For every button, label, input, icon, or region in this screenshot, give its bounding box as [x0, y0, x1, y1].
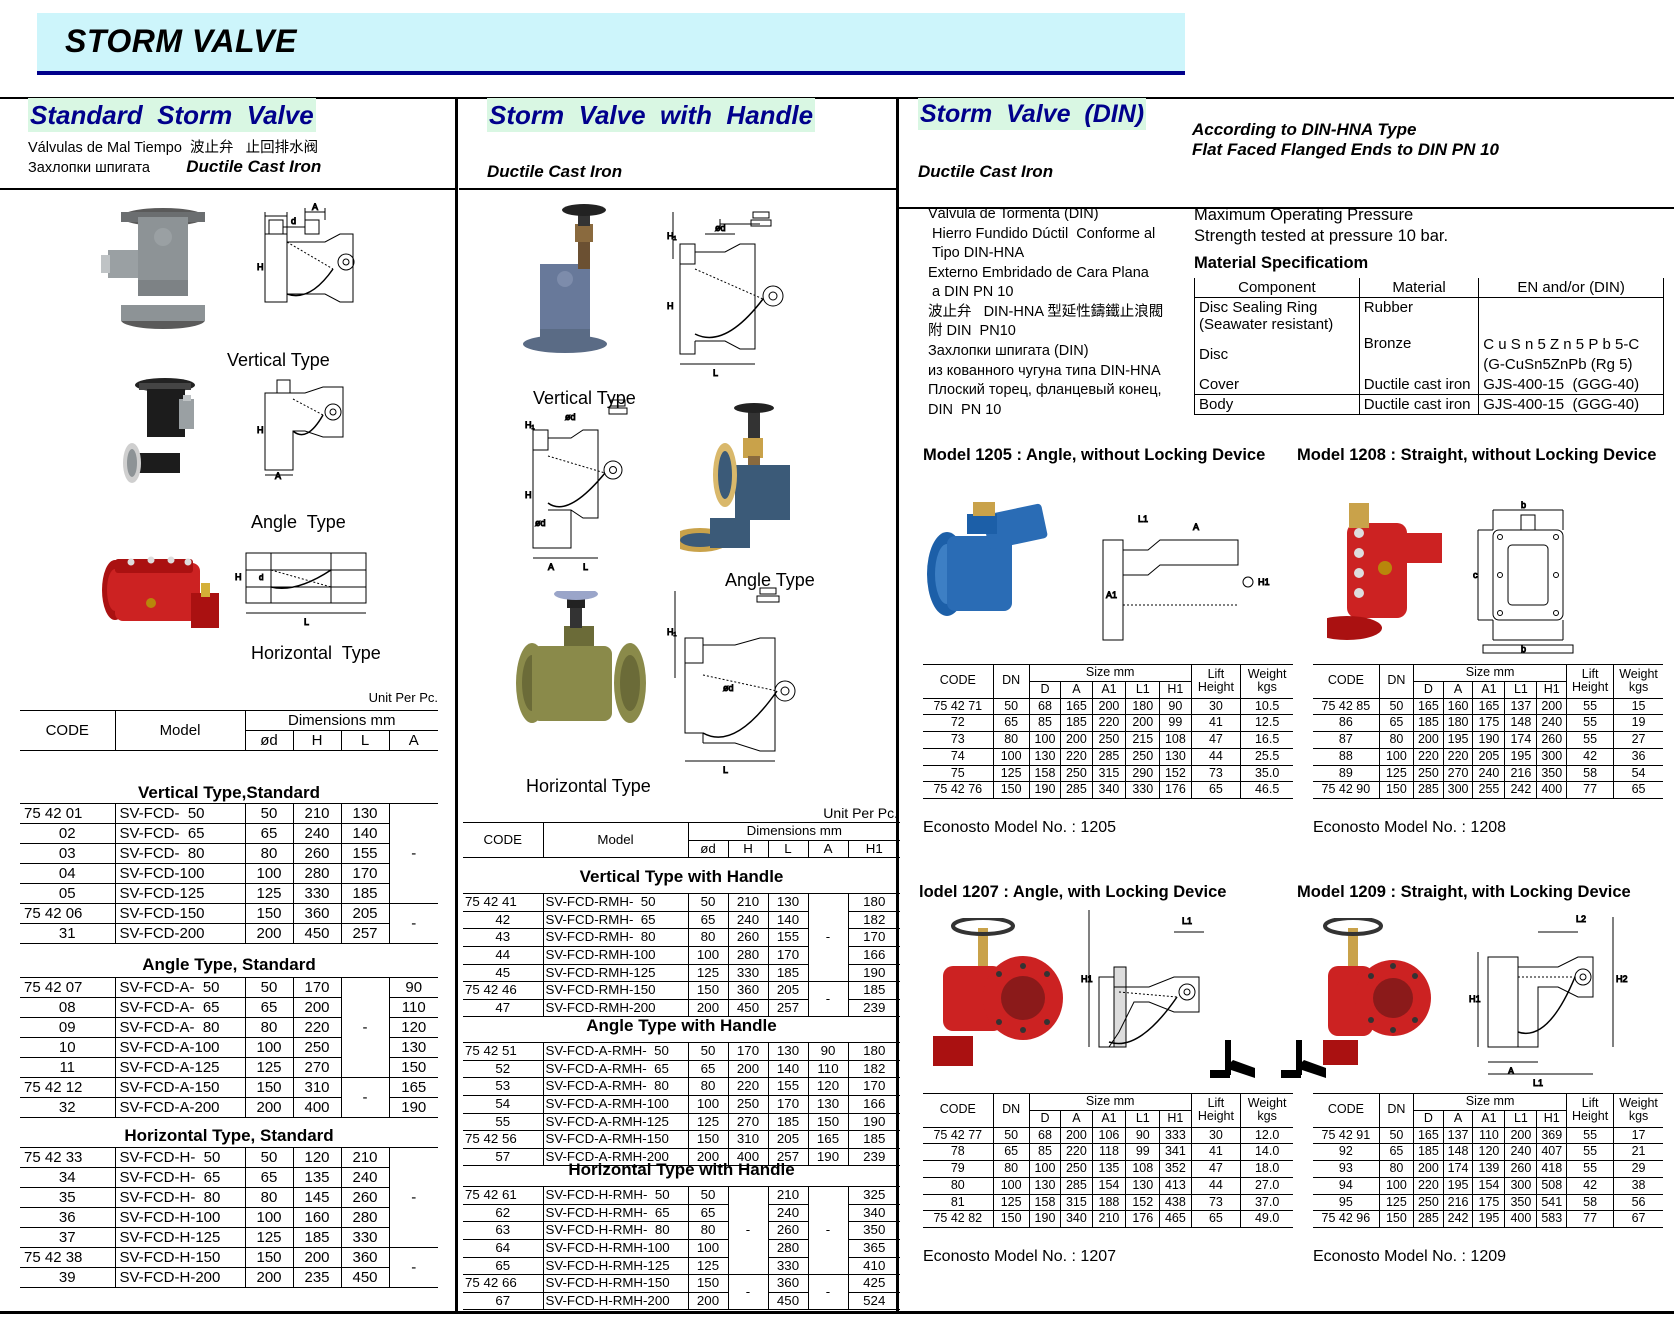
svg-text:d: d: [259, 573, 263, 582]
svg-text:H₁: H₁: [525, 420, 535, 430]
svg-text:b: b: [1521, 500, 1526, 510]
svg-text:L2: L2: [1576, 914, 1586, 924]
svg-text:H: H: [667, 301, 674, 311]
svg-text:H: H: [525, 490, 532, 500]
svg-text:H: H: [235, 572, 242, 582]
svg-text:H2: H2: [1616, 974, 1628, 984]
svg-text:A: A: [1193, 522, 1199, 532]
svg-text:L: L: [723, 765, 728, 775]
svg-text:A: A: [312, 202, 318, 212]
svg-text:c: c: [1473, 570, 1478, 580]
svg-text:A: A: [275, 471, 281, 480]
svg-text:H1: H1: [1258, 577, 1270, 587]
svg-text:H: H: [257, 262, 264, 272]
svg-text:H1: H1: [1469, 994, 1481, 1004]
svg-text:H1: H1: [1081, 974, 1093, 984]
svg-text:ød: ød: [565, 412, 576, 422]
svg-text:ød: ød: [723, 683, 734, 693]
svg-text:H₁: H₁: [667, 627, 677, 637]
svg-text:L1: L1: [1533, 1078, 1543, 1087]
svg-text:A1: A1: [1106, 590, 1117, 600]
svg-text:L: L: [304, 617, 309, 627]
svg-text:L1: L1: [1138, 514, 1148, 524]
svg-text:H: H: [257, 425, 264, 435]
svg-text:H₁: H₁: [667, 231, 677, 241]
svg-text:ød: ød: [535, 518, 546, 528]
svg-text:A: A: [548, 562, 554, 572]
svg-text:L: L: [713, 368, 718, 378]
svg-text:L: L: [583, 562, 588, 572]
svg-text:ød: ød: [715, 223, 726, 233]
svg-text:L1: L1: [1182, 916, 1192, 926]
svg-text:d: d: [291, 216, 296, 226]
